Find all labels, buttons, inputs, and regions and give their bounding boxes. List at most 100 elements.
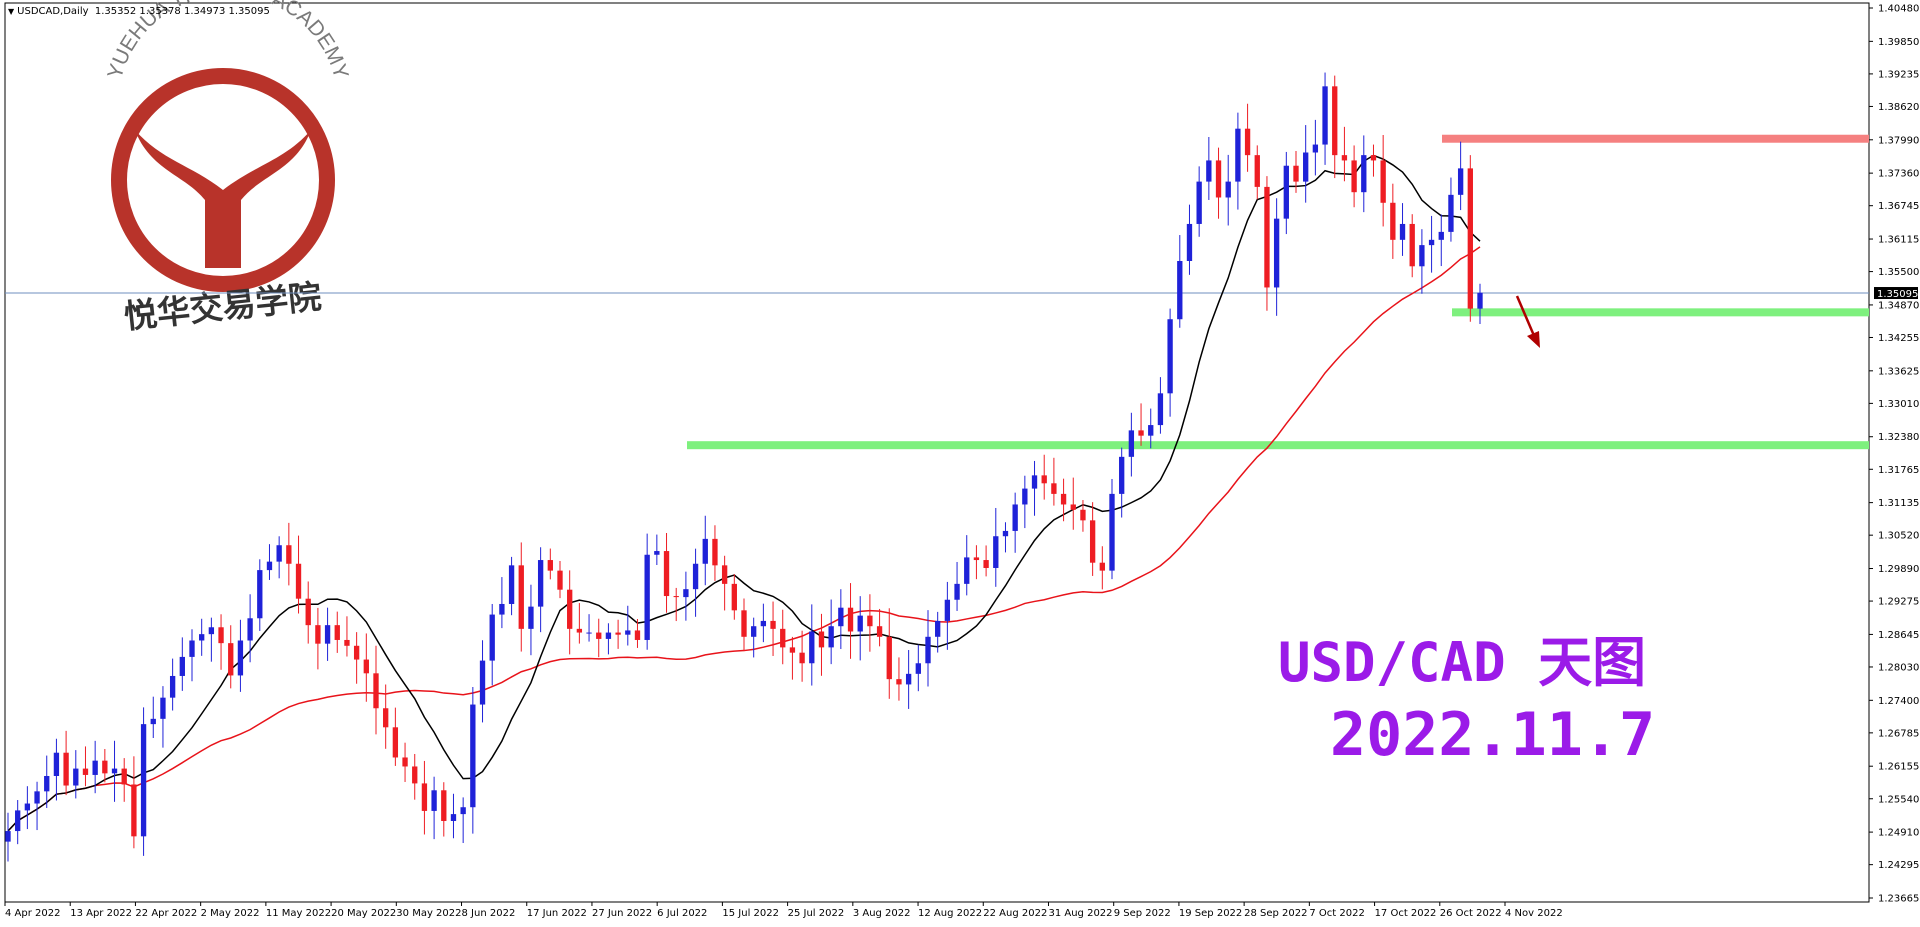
candle-body <box>479 660 486 705</box>
candle-body <box>673 596 679 598</box>
overlay-date: 2022.11.7 <box>1330 700 1656 770</box>
x-tick-label: 19 Sep 2022 <box>1179 908 1242 919</box>
candle-body <box>160 697 166 719</box>
candle-body <box>1128 430 1135 457</box>
x-tick-label: 8 Jun 2022 <box>462 908 516 919</box>
y-tick-label: 1.39850 <box>1878 37 1919 48</box>
candle-body <box>654 551 660 555</box>
candle-body <box>731 583 737 611</box>
candle-body <box>1399 223 1406 240</box>
y-tick-label: 1.37990 <box>1878 135 1919 146</box>
candle-body <box>537 560 544 607</box>
x-tick-label: 11 May 2022 <box>266 908 331 919</box>
candle-body <box>1235 128 1241 182</box>
candle-body <box>1012 504 1018 531</box>
collapse-triangle-icon[interactable]: ▼ <box>8 7 15 16</box>
candle-body <box>1293 165 1299 182</box>
candle-body <box>1273 218 1280 288</box>
candle-body <box>189 640 195 657</box>
candle-body <box>5 831 11 842</box>
current-price-box <box>1874 287 1918 300</box>
candle-body <box>1225 181 1231 198</box>
candle-body <box>964 557 970 584</box>
candle-body <box>102 760 108 774</box>
logo-ring <box>111 68 335 292</box>
candle-body <box>828 626 834 648</box>
candle-body <box>1099 562 1105 571</box>
x-tick-label: 31 Aug 2022 <box>1048 908 1112 919</box>
logo-y-mark <box>135 130 311 268</box>
candle-body <box>1167 319 1173 394</box>
candle-body <box>140 724 147 837</box>
y-tick-label: 1.32380 <box>1878 432 1919 443</box>
candle-body <box>1089 520 1096 563</box>
candle-body <box>383 708 389 728</box>
candle-body <box>1322 86 1328 145</box>
y-tick-label: 1.29890 <box>1878 564 1919 575</box>
candle-body <box>760 620 767 627</box>
candle-body <box>266 561 273 571</box>
candle-body <box>15 810 21 832</box>
candle-body <box>1264 186 1270 288</box>
candle-body <box>915 663 921 674</box>
x-tick-label: 13 Apr 2022 <box>70 908 132 919</box>
candle-body <box>557 570 563 590</box>
support-zone <box>687 441 1869 450</box>
candle-body <box>973 557 980 561</box>
candle-body <box>228 643 234 676</box>
candle-body <box>237 640 244 676</box>
candle-body <box>1370 155 1377 161</box>
y-tick-label: 1.25540 <box>1878 794 1919 805</box>
candle-body <box>935 620 941 637</box>
candle-body <box>218 627 224 644</box>
candle-body <box>111 768 118 774</box>
y-tick-label: 1.30520 <box>1878 531 1919 542</box>
candle-body <box>954 583 960 600</box>
candle-body <box>1148 425 1154 436</box>
candle-body <box>809 631 815 664</box>
candle-body <box>1022 488 1028 505</box>
candle-body <box>847 607 854 632</box>
candle-body <box>1467 168 1473 309</box>
y-tick-label: 1.23665 <box>1878 894 1919 905</box>
candle-body <box>344 639 350 646</box>
candle-body <box>925 636 931 664</box>
x-tick-label: 27 Jun 2022 <box>592 908 652 919</box>
candle-body <box>983 560 989 568</box>
candle-body <box>1119 456 1125 494</box>
down-arrow-head-icon <box>1527 331 1540 348</box>
y-tick-label: 1.35500 <box>1878 267 1919 278</box>
x-tick-label: 17 Oct 2022 <box>1375 908 1437 919</box>
candle-body <box>131 784 137 837</box>
y-tick-label: 1.33010 <box>1878 399 1919 410</box>
candle-body <box>625 630 631 635</box>
candle-body <box>1206 160 1212 182</box>
candle-body <box>421 783 428 811</box>
candle-body <box>1448 194 1454 232</box>
candle-body <box>1109 493 1115 571</box>
y-tick-label: 1.31765 <box>1878 465 1919 476</box>
candle-body <box>644 554 650 640</box>
candle-body <box>208 627 215 635</box>
candle-body <box>353 645 360 660</box>
y-tick-label: 1.33625 <box>1878 366 1919 377</box>
candle-body <box>450 814 457 821</box>
candle-body <box>441 790 447 821</box>
candle-body <box>1438 231 1444 240</box>
candle-body <box>508 565 515 604</box>
x-tick-label: 22 Apr 2022 <box>135 908 197 919</box>
candle-body <box>944 599 951 621</box>
candle-body <box>1060 493 1067 505</box>
chart-header: ▼ USDCAD,Daily 1.35352 1.35378 1.34973 1.… <box>8 6 270 17</box>
x-tick-label: 4 Apr 2022 <box>5 908 60 919</box>
candle-body <box>741 610 747 637</box>
x-tick-label: 3 Aug 2022 <box>853 908 911 919</box>
symbol-label: USDCAD,Daily <box>17 6 89 17</box>
candle-body <box>1351 160 1357 193</box>
candle-body <box>721 565 728 584</box>
candle-body <box>412 766 418 784</box>
candle-body <box>169 675 176 698</box>
candle-body <box>683 589 689 598</box>
candle-body <box>1477 292 1483 309</box>
y-tick-label: 1.37360 <box>1878 169 1919 180</box>
